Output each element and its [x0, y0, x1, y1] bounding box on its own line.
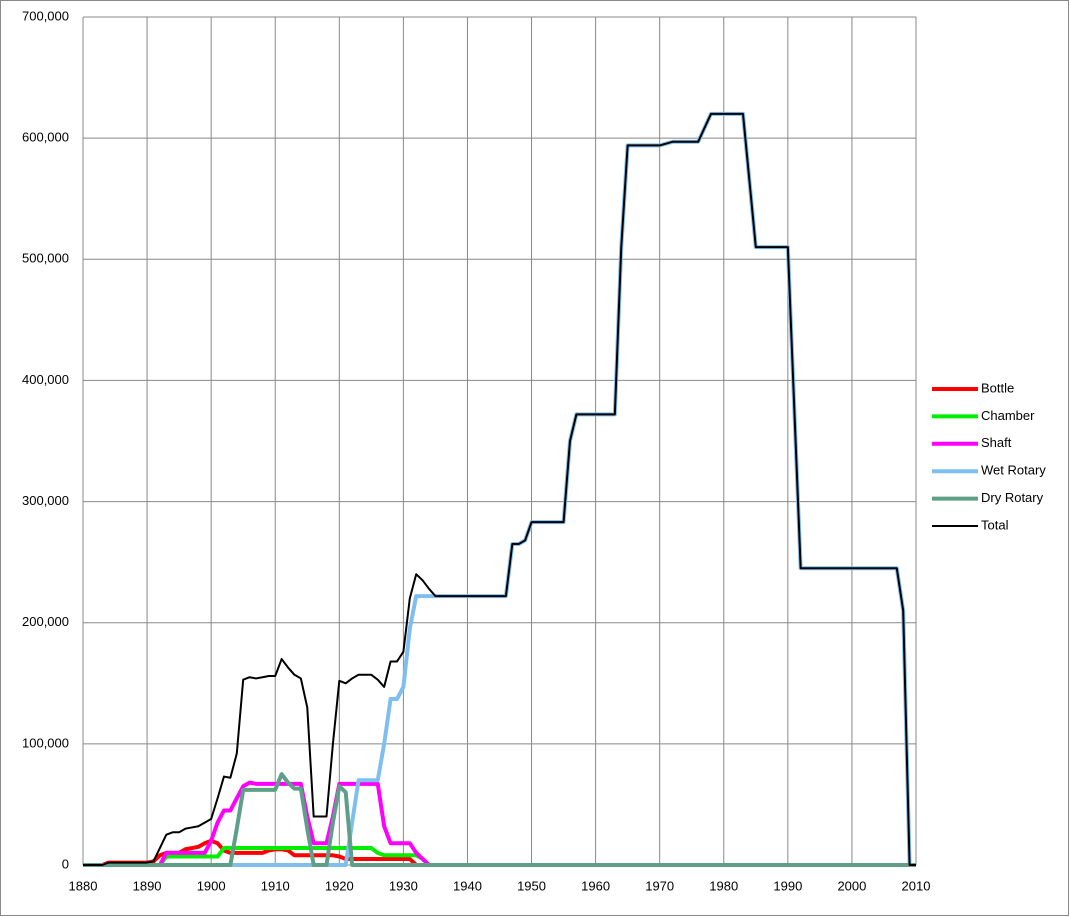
legend-label: Total — [981, 517, 1009, 532]
series-line — [83, 112, 916, 866]
x-tick-label: 1930 — [389, 878, 418, 893]
x-tick-label: 1950 — [517, 878, 546, 893]
x-tick-label: 1960 — [581, 878, 610, 893]
y-tick-label: 400,000 — [22, 372, 69, 387]
x-tick-label: 1940 — [453, 878, 482, 893]
x-tick-label: 1920 — [325, 878, 354, 893]
y-tick-label: 300,000 — [22, 493, 69, 508]
y-tick-label: 0 — [62, 856, 69, 871]
legend-label: Chamber — [981, 408, 1035, 423]
x-tick-label: 1980 — [709, 878, 738, 893]
x-tick-label: 1900 — [197, 878, 226, 893]
series-line — [83, 772, 916, 867]
x-tick-label: 2000 — [837, 878, 866, 893]
legend-label: Bottle — [981, 380, 1014, 395]
y-tick-label: 100,000 — [22, 735, 69, 750]
y-tick-label: 700,000 — [22, 8, 69, 23]
x-tick-label: 1910 — [261, 878, 290, 893]
y-tick-label: 200,000 — [22, 614, 69, 629]
legend-label: Dry Rotary — [981, 490, 1044, 505]
x-tick-label: 1880 — [69, 878, 98, 893]
y-tick-label: 600,000 — [22, 130, 69, 145]
y-tick-label: 500,000 — [22, 251, 69, 266]
x-tick-label: 1890 — [133, 878, 162, 893]
x-tick-label: 2010 — [902, 878, 931, 893]
legend-label: Shaft — [981, 435, 1012, 450]
x-tick-label: 1970 — [645, 878, 674, 893]
x-tick-label: 1990 — [773, 878, 802, 893]
legend-label: Wet Rotary — [981, 463, 1046, 478]
